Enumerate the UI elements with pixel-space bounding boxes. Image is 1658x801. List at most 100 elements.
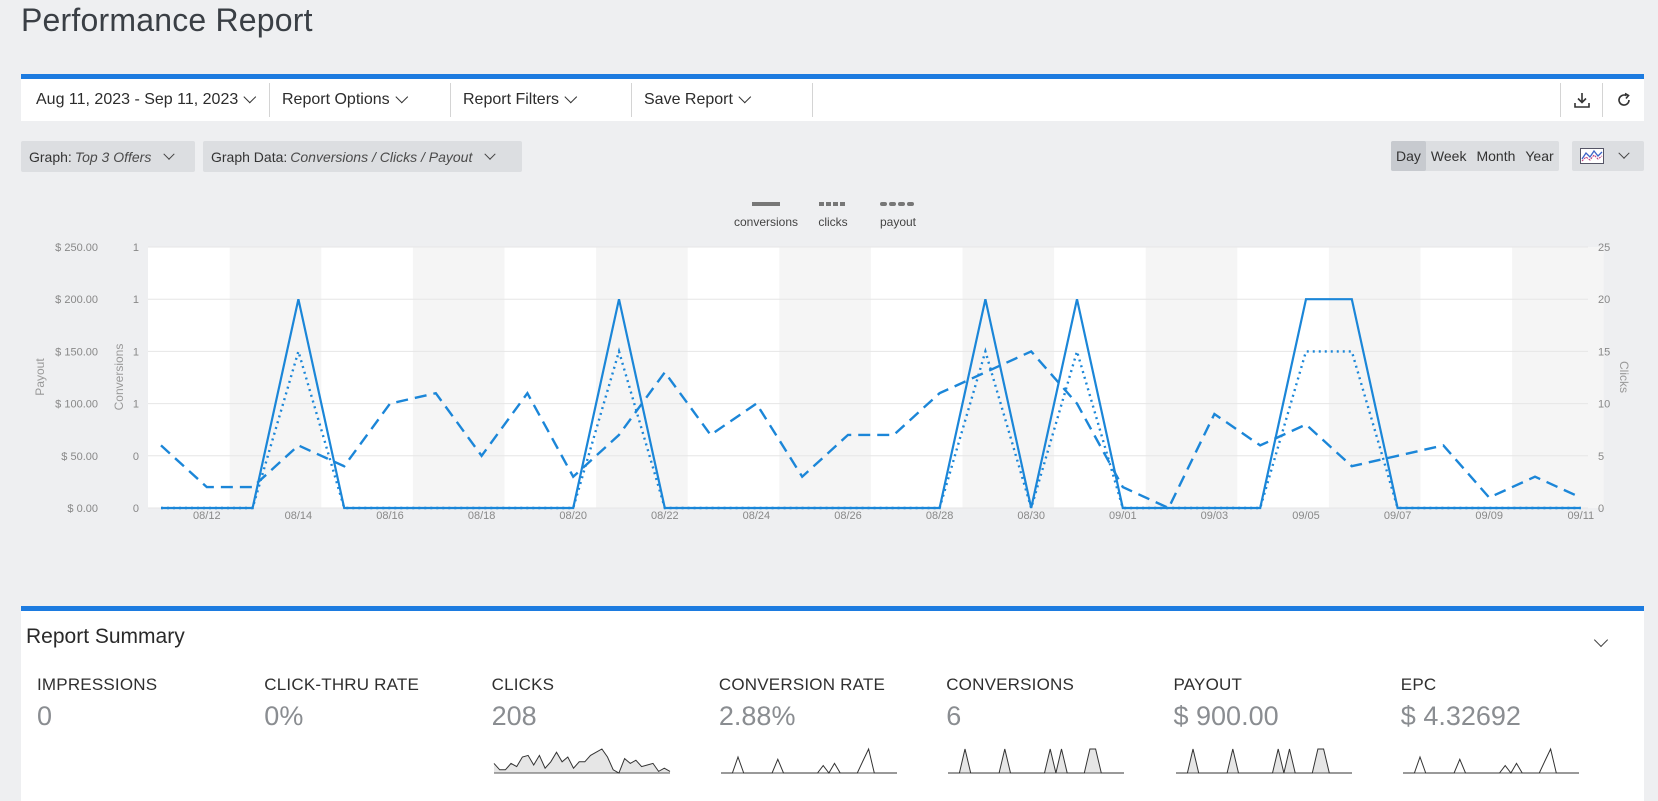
x-tick-label: 08/12 [193, 510, 221, 522]
payout-tick-label: $ 200.00 [55, 294, 98, 306]
report-toolbar: Aug 11, 2023 - Sep 11, 2023 Report Optio… [21, 74, 1644, 121]
series-line-conversions [161, 298, 1581, 510]
click-tick-label: 25 [1598, 242, 1610, 254]
plot-band [1328, 247, 1421, 508]
x-tick-label: 09/07 [1384, 510, 1412, 522]
payout-tick-label: $ 50.00 [61, 451, 98, 463]
summary-title: Report Summary [26, 625, 185, 648]
graph-data-label: Graph Data: [211, 148, 288, 165]
x-tick-label: 08/16 [376, 510, 404, 522]
metric-value: 208 [491, 701, 537, 731]
period-year-button[interactable]: Year [1525, 148, 1554, 164]
metric-value: 0% [264, 701, 304, 731]
conversion-tick-label: 0 [133, 503, 139, 515]
chevron-down-icon [163, 148, 176, 160]
conversions-axis-label: Conversions [112, 344, 126, 411]
chevron-down-icon [1618, 147, 1630, 159]
sparkline-line [493, 748, 670, 774]
date-range-label: Aug 11, 2023 - Sep 11, 2023 [36, 91, 239, 108]
performance-chart: $ 0.00 $ 50.00 $ 100.00 $ 150.00 $ 200.00 $ 2… [33, 202, 1631, 522]
metric-label: CLICK-THRU RATE [264, 675, 420, 694]
x-tick-label: 09/11 [1567, 510, 1594, 522]
plot-band [596, 247, 688, 508]
metric-value: 2.88% [718, 701, 796, 731]
x-tick-label: 09/01 [1109, 510, 1137, 522]
payout-tick-label: $ 0.00 [67, 503, 98, 515]
clicks-axis-label: Clicks [1617, 361, 1631, 393]
download-button[interactable] [1560, 83, 1602, 117]
graph-data-selector[interactable]: Graph Data: Conversions / Clicks / Payou… [203, 141, 522, 172]
x-tick-label: 08/20 [559, 510, 587, 522]
metric-click-thru-rate: CLICK-THRU RATE 0% [264, 675, 479, 732]
x-tick-label: 08/14 [285, 510, 313, 522]
metric-clicks: CLICKS 208 [491, 675, 707, 774]
payout-tick-label: $ 250.00 [55, 242, 98, 254]
metric-value: $ 4.32692 [1400, 701, 1521, 731]
series-line-clicks [160, 349, 1582, 510]
period-toggle: Day Week Month Year [1391, 141, 1559, 171]
metric-label: CONVERSION RATE [718, 675, 885, 694]
x-tick-label: 08/24 [743, 510, 771, 522]
metric-epc: EPC $ 4.32692 [1400, 675, 1616, 774]
period-day-button[interactable]: Day [1391, 141, 1426, 171]
graph-selector[interactable]: Graph: Top 3 Offers [21, 141, 195, 172]
conversion-tick-label: 1 [133, 242, 139, 254]
legend-label-conversions: conversions [734, 215, 798, 229]
metric-value: 0 [37, 701, 53, 731]
click-tick-label: 5 [1598, 451, 1604, 463]
date-range-dropdown[interactable]: Aug 11, 2023 - Sep 11, 2023 [21, 83, 270, 117]
metric-impressions: IMPRESSIONS 0 [37, 675, 252, 732]
save-report-label: Save Report [644, 91, 733, 108]
metric-conversion-rate: CONVERSION RATE 2.88% [718, 675, 934, 774]
chevron-down-icon [484, 148, 497, 160]
line-chart-icon [1580, 148, 1604, 164]
plot-band [779, 247, 871, 508]
report-options-dropdown[interactable]: Report Options [270, 83, 451, 117]
conversion-tick-label: 1 [133, 346, 139, 358]
report-filters-label: Report Filters [463, 91, 560, 108]
series-line-payout [161, 347, 1581, 513]
save-report-dropdown[interactable]: Save Report [632, 83, 813, 117]
report-summary: Report Summary IMPRESSIONS 0 CLICK-THRU RA… [21, 606, 1644, 801]
click-tick-label: 15 [1598, 346, 1610, 358]
x-tick-label: 08/30 [1017, 510, 1045, 522]
plot-band [412, 247, 505, 508]
sparkline [948, 748, 1125, 774]
collapse-chevron-icon[interactable] [1593, 632, 1609, 648]
chart-type-dropdown[interactable] [1572, 141, 1644, 171]
conversion-tick-label: 1 [133, 294, 139, 306]
plot-band [1512, 247, 1604, 508]
sparkline [720, 747, 897, 774]
graph-selector-label: Graph: [29, 148, 72, 165]
chevron-down-icon [738, 90, 752, 103]
x-tick-label: 08/28 [926, 510, 954, 522]
sparkline-line [1402, 747, 1579, 774]
period-week-button[interactable]: Week [1430, 148, 1467, 164]
graph-selector-value: Top 3 Offers [74, 148, 152, 165]
period-month-button[interactable]: Month [1476, 148, 1516, 164]
graph-data-value: Conversions / Clicks / Payout [290, 148, 473, 165]
download-icon [1573, 93, 1590, 108]
sparkline [1175, 748, 1352, 774]
sparkline-line [720, 747, 897, 774]
plot-band [229, 247, 322, 508]
x-tick-label: 08/18 [468, 510, 496, 522]
refresh-icon [1617, 92, 1630, 106]
sparkline-line [948, 748, 1125, 774]
sparkline-area [948, 749, 1125, 773]
payout-tick-label: $ 150.00 [55, 346, 98, 358]
payout-tick-label: $ 100.00 [55, 399, 98, 411]
payout-axis-label: Payout [33, 358, 47, 396]
click-tick-label: 20 [1598, 294, 1610, 306]
x-tick-label: 09/03 [1201, 510, 1229, 522]
report-filters-dropdown[interactable]: Report Filters [451, 83, 632, 117]
sparkline [493, 748, 670, 774]
metric-payout: PAYOUT $ 900.00 [1173, 675, 1389, 774]
refresh-button[interactable] [1602, 83, 1644, 117]
legend-label-payout: payout [880, 215, 917, 229]
metric-label: EPC [1400, 675, 1437, 694]
report-options-label: Report Options [282, 91, 390, 108]
metric-value: $ 900.00 [1173, 701, 1279, 731]
x-tick-label: 09/09 [1475, 510, 1503, 522]
x-tick-label: 08/22 [651, 510, 679, 522]
